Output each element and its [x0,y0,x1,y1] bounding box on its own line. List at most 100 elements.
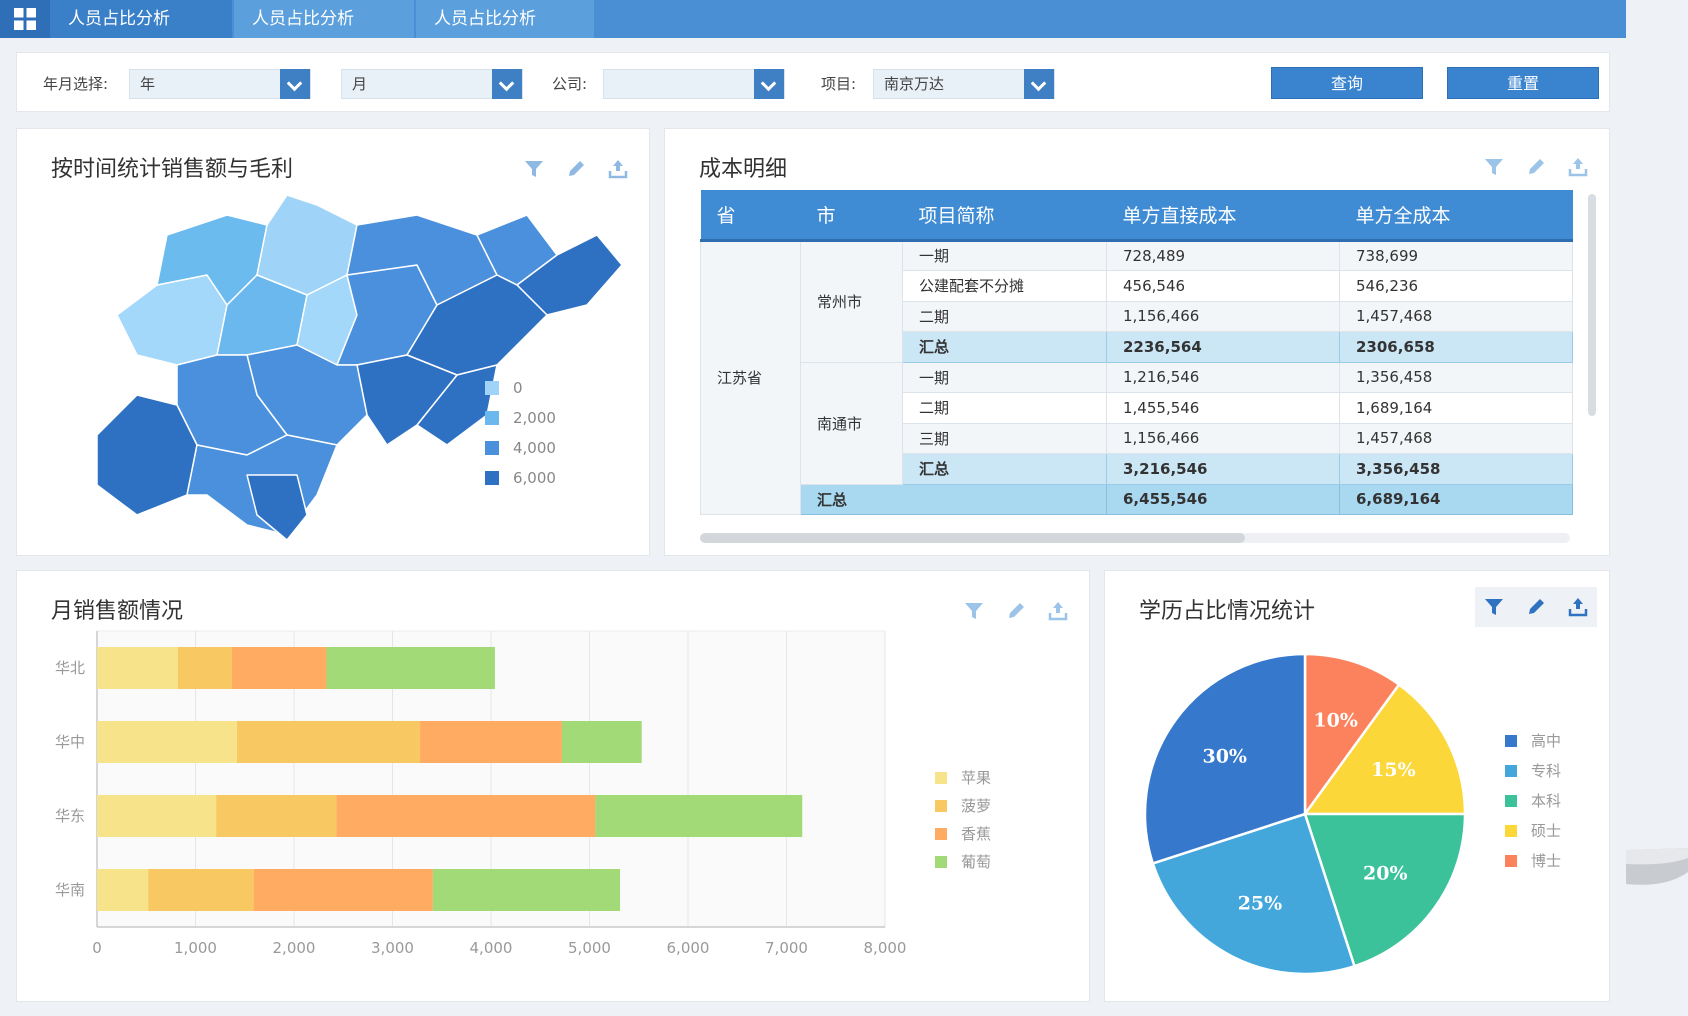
filter-icon-button[interactable] [1475,147,1513,187]
company-select[interactable] [603,69,785,99]
edit-icon-button[interactable] [1517,587,1555,627]
pie-slice-label: 10% [1313,710,1358,732]
chevron-down-icon[interactable] [1024,69,1054,99]
legend-swatch [485,441,499,455]
column-header[interactable]: 省 [700,190,801,242]
year-select[interactable]: 年 [129,69,311,99]
total-cost-cell: 1,457,468 [1339,422,1573,454]
export-icon-button[interactable] [1559,147,1597,187]
project-cell: 三期 [902,422,1107,454]
bar-segment[interactable] [97,869,149,911]
bar-segment[interactable] [216,795,337,837]
map-legend-item: 6,000 [485,469,556,487]
legend-swatch [935,856,947,868]
total-cost-cell: 1,457,468 [1339,300,1573,332]
project-cell: 一期 [902,361,1107,393]
legend-swatch [1505,795,1517,807]
filter-icon-button[interactable] [955,591,993,631]
x-tick-label: 3,000 [371,939,414,957]
cost-panel-title: 成本明细 [699,157,788,182]
pie-slice[interactable] [1303,652,1401,818]
filter-icon-button[interactable] [515,149,553,189]
chevron-down-icon[interactable] [280,69,310,99]
direct-cost-cell: 1,216,546 [1106,361,1340,393]
map-legend-item: 4,000 [485,439,556,457]
edit-icon-button[interactable] [557,149,595,189]
legend-label: 0 [513,379,523,397]
bar-segment[interactable] [231,647,327,689]
date-filter-label: 年月选择: [43,75,109,93]
bar-segment[interactable] [561,721,642,763]
legend-label: 葡萄 [961,853,991,871]
bar-segment[interactable] [177,647,232,689]
app-grid-button[interactable] [0,0,50,38]
tab-1[interactable]: 人员占比分析 [50,0,234,38]
column-header[interactable]: 市 [800,190,903,242]
table-header-row: 省 市 项目简称 单方直接成本 单方全成本 [700,190,1573,242]
bar-segment[interactable] [97,721,237,763]
subtotal-direct: 3,216,546 [1106,453,1340,485]
column-header[interactable]: 单方全成本 [1339,190,1573,242]
bar-segment[interactable] [97,647,178,689]
tab-2[interactable]: 人员占比分析 [234,0,416,38]
export-icon-button[interactable] [1559,587,1597,627]
bar-segment[interactable] [432,869,621,911]
map-legend-item: 2,000 [485,409,556,427]
y-category-label: 华东 [55,807,85,825]
bar-segment[interactable] [326,647,495,689]
filter-icon-button[interactable] [1475,587,1513,627]
bar-segment[interactable] [97,795,217,837]
legend-swatch [935,800,947,812]
direct-cost-cell: 1,455,546 [1106,392,1340,424]
table-row: 二期 1,455,546 1,689,164 [701,392,1573,424]
total-cost-cell: 1,689,164 [1339,392,1573,424]
chevron-down-icon[interactable] [492,69,522,99]
tab-3[interactable]: 人员占比分析 [416,0,596,38]
edit-icon-button[interactable] [1517,147,1555,187]
reset-button[interactable]: 重置 [1447,67,1599,99]
map-region-west[interactable] [116,274,228,366]
bar-segment[interactable] [236,721,421,763]
stacked-bar-chart: 0 1,000 2,000 3,000 4,000 5,000 6,000 7,000 8,00… [55,630,991,957]
x-tick-label: 5,000 [568,939,611,957]
month-select[interactable]: 月 [341,69,523,99]
bar-segment[interactable] [336,795,596,837]
bar-segment[interactable] [148,869,254,911]
table-vertical-scrollbar[interactable] [1588,194,1596,416]
legend-swatch [485,381,499,395]
direct-cost-cell: 456,546 [1106,270,1340,302]
table-horizontal-scrollbar[interactable] [700,533,1570,543]
legend-label: 高中 [1531,732,1561,750]
chevron-down-icon[interactable] [754,69,784,99]
direct-cost-cell: 1,156,466 [1106,300,1340,332]
column-header[interactable]: 单方直接成本 [1106,190,1340,242]
filter-icon [525,161,543,177]
pie-slice[interactable] [1151,812,1357,976]
query-button[interactable]: 查询 [1271,67,1423,99]
scrollbar-thumb[interactable] [700,533,1245,543]
bar-segment[interactable] [253,869,433,911]
pie-slice-label: 25% [1238,892,1283,914]
column-header[interactable]: 项目简称 [902,190,1107,242]
edit-icon-button[interactable] [997,591,1035,631]
project-select-value: 南京万达 [884,75,945,93]
bar-segment[interactable] [595,795,803,837]
export-icon-button[interactable] [1039,591,1077,631]
export-icon [1048,602,1068,621]
grid-icon [14,8,36,30]
x-tick-label: 2,000 [273,939,316,957]
top-tab-bar: 人员占比分析 人员占比分析 人员占比分析 [0,0,1626,38]
month-select-value: 月 [352,75,368,93]
cost-table: 省 市 项目简称 单方直接成本 单方全成本 江苏省 常州市 一期 728,489… [700,190,1573,515]
total-cost-cell: 738,699 [1339,239,1573,271]
bar-segment[interactable] [420,721,562,763]
map-region-south4[interactable] [246,474,308,541]
export-icon-button[interactable] [599,149,637,189]
city-cell: 常州市 [800,239,903,363]
pie-slice[interactable] [1143,652,1307,866]
pie-slice[interactable] [1302,682,1467,816]
project-select[interactable]: 南京万达 [873,69,1055,99]
pie-slice[interactable] [1303,812,1467,968]
